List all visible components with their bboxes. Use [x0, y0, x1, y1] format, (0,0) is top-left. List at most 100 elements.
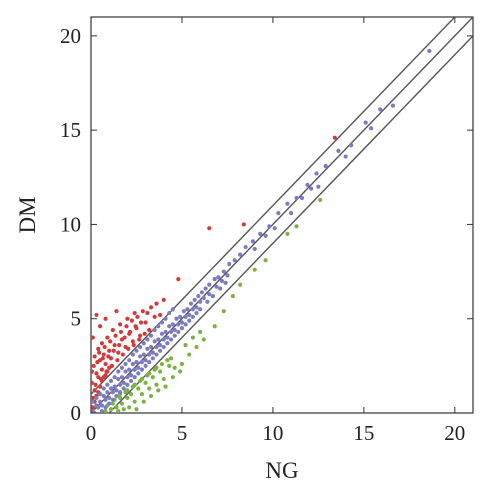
data-point-upregulated: [101, 352, 106, 357]
data-point-downregulated: [194, 344, 199, 350]
data-point-unchanged: [159, 331, 165, 336]
data-point-unchanged: [97, 392, 103, 397]
data-point-upregulated: [332, 135, 337, 140]
data-point-unchanged: [125, 375, 130, 380]
data-point-unchanged: [258, 231, 263, 236]
data-point-upregulated: [113, 333, 118, 338]
data-point-upregulated: [91, 369, 95, 374]
data-point-unchanged: [97, 399, 103, 404]
data-point-upregulated: [128, 329, 133, 335]
data-point-unchanged: [192, 297, 197, 302]
reference-lines: [91, 17, 473, 413]
data-point-unchanged: [323, 163, 328, 169]
data-point-unchanged: [165, 335, 170, 340]
data-point-unchanged: [134, 359, 139, 365]
data-point-upregulated: [91, 363, 96, 368]
plot-area: [90, 16, 474, 414]
data-point-unchanged: [187, 312, 192, 318]
data-point-upregulated: [120, 352, 125, 357]
data-points: [91, 48, 432, 413]
data-point-unchanged: [203, 286, 208, 291]
x-tick-label: 0: [86, 421, 97, 445]
data-point-upregulated: [103, 361, 108, 367]
data-point-unchanged: [207, 282, 212, 287]
data-point-downregulated: [103, 409, 108, 413]
y-tick-label: 10: [60, 212, 81, 236]
data-point-upregulated: [99, 378, 105, 384]
data-point-upregulated: [102, 344, 107, 350]
data-point-unchanged: [183, 314, 188, 319]
data-point-downregulated: [134, 407, 139, 412]
data-point-unchanged: [130, 352, 135, 357]
data-point-unchanged: [176, 322, 181, 327]
data-point-upregulated: [140, 309, 145, 314]
data-point-upregulated: [126, 346, 131, 351]
data-point-upregulated: [106, 354, 111, 359]
data-point-unchanged: [158, 343, 163, 348]
data-point-upregulated: [117, 343, 122, 348]
data-point-unchanged: [121, 380, 126, 385]
data-point-unchanged: [99, 409, 105, 413]
data-point-unchanged: [107, 395, 112, 401]
data-point-downregulated: [147, 386, 152, 391]
data-point-unchanged: [198, 307, 203, 312]
data-point-unchanged: [272, 226, 277, 231]
data-point-unchanged: [187, 318, 192, 323]
y-tick-label: 20: [60, 24, 81, 48]
data-point-unchanged: [232, 258, 237, 263]
data-point-unchanged: [150, 356, 155, 361]
data-point-unchanged: [214, 284, 219, 289]
data-point-unchanged: [143, 358, 148, 363]
data-point-unchanged: [125, 382, 130, 387]
data-point-downregulated: [263, 258, 268, 263]
data-point-downregulated: [230, 293, 235, 299]
data-point-unchanged: [108, 378, 114, 384]
data-point-downregulated: [116, 409, 121, 413]
data-point-upregulated: [91, 380, 95, 385]
data-point-unchanged: [163, 329, 168, 335]
data-point-unchanged: [127, 358, 132, 363]
data-point-unchanged: [105, 382, 110, 387]
data-point-downregulated: [125, 388, 130, 393]
data-point-upregulated: [105, 369, 110, 374]
data-point-upregulated: [138, 320, 144, 325]
data-point-upregulated: [103, 373, 108, 378]
data-point-downregulated: [318, 197, 323, 203]
data-point-unchanged: [156, 324, 161, 329]
data-point-unchanged: [196, 293, 201, 299]
reference-line: [108, 35, 473, 413]
data-point-downregulated: [139, 392, 145, 397]
data-point-unchanged: [170, 307, 175, 312]
data-point-downregulated: [238, 282, 243, 287]
data-point-unchanged: [145, 346, 150, 351]
x-tick-label: 5: [177, 421, 188, 445]
x-tick-label: 10: [262, 421, 283, 445]
data-point-unchanged: [188, 301, 194, 306]
data-point-unchanged: [138, 354, 143, 359]
data-point-unchanged: [159, 320, 165, 325]
data-point-upregulated: [207, 226, 212, 231]
data-point-unchanged: [181, 309, 186, 314]
data-point-unchanged: [145, 337, 150, 342]
data-point-unchanged: [288, 211, 294, 216]
data-point-unchanged: [267, 224, 272, 229]
data-point-downregulated: [128, 392, 134, 397]
data-point-downregulated: [125, 395, 130, 401]
data-point-unchanged: [165, 341, 170, 346]
data-point-unchanged: [225, 273, 230, 278]
data-point-downregulated: [118, 395, 123, 401]
data-point-downregulated: [114, 405, 119, 410]
data-point-unchanged: [147, 359, 152, 365]
data-point-unchanged: [179, 326, 185, 331]
data-point-unchanged: [212, 277, 217, 282]
data-point-downregulated: [147, 371, 152, 376]
data-point-unchanged: [314, 171, 319, 176]
data-point-unchanged: [201, 295, 206, 301]
data-point-unchanged: [103, 397, 108, 402]
data-point-unchanged: [112, 375, 117, 380]
data-point-upregulated: [94, 371, 99, 376]
data-point-upregulated: [118, 329, 124, 335]
data-point-unchanged: [110, 397, 115, 402]
data-point-unchanged: [99, 403, 105, 408]
